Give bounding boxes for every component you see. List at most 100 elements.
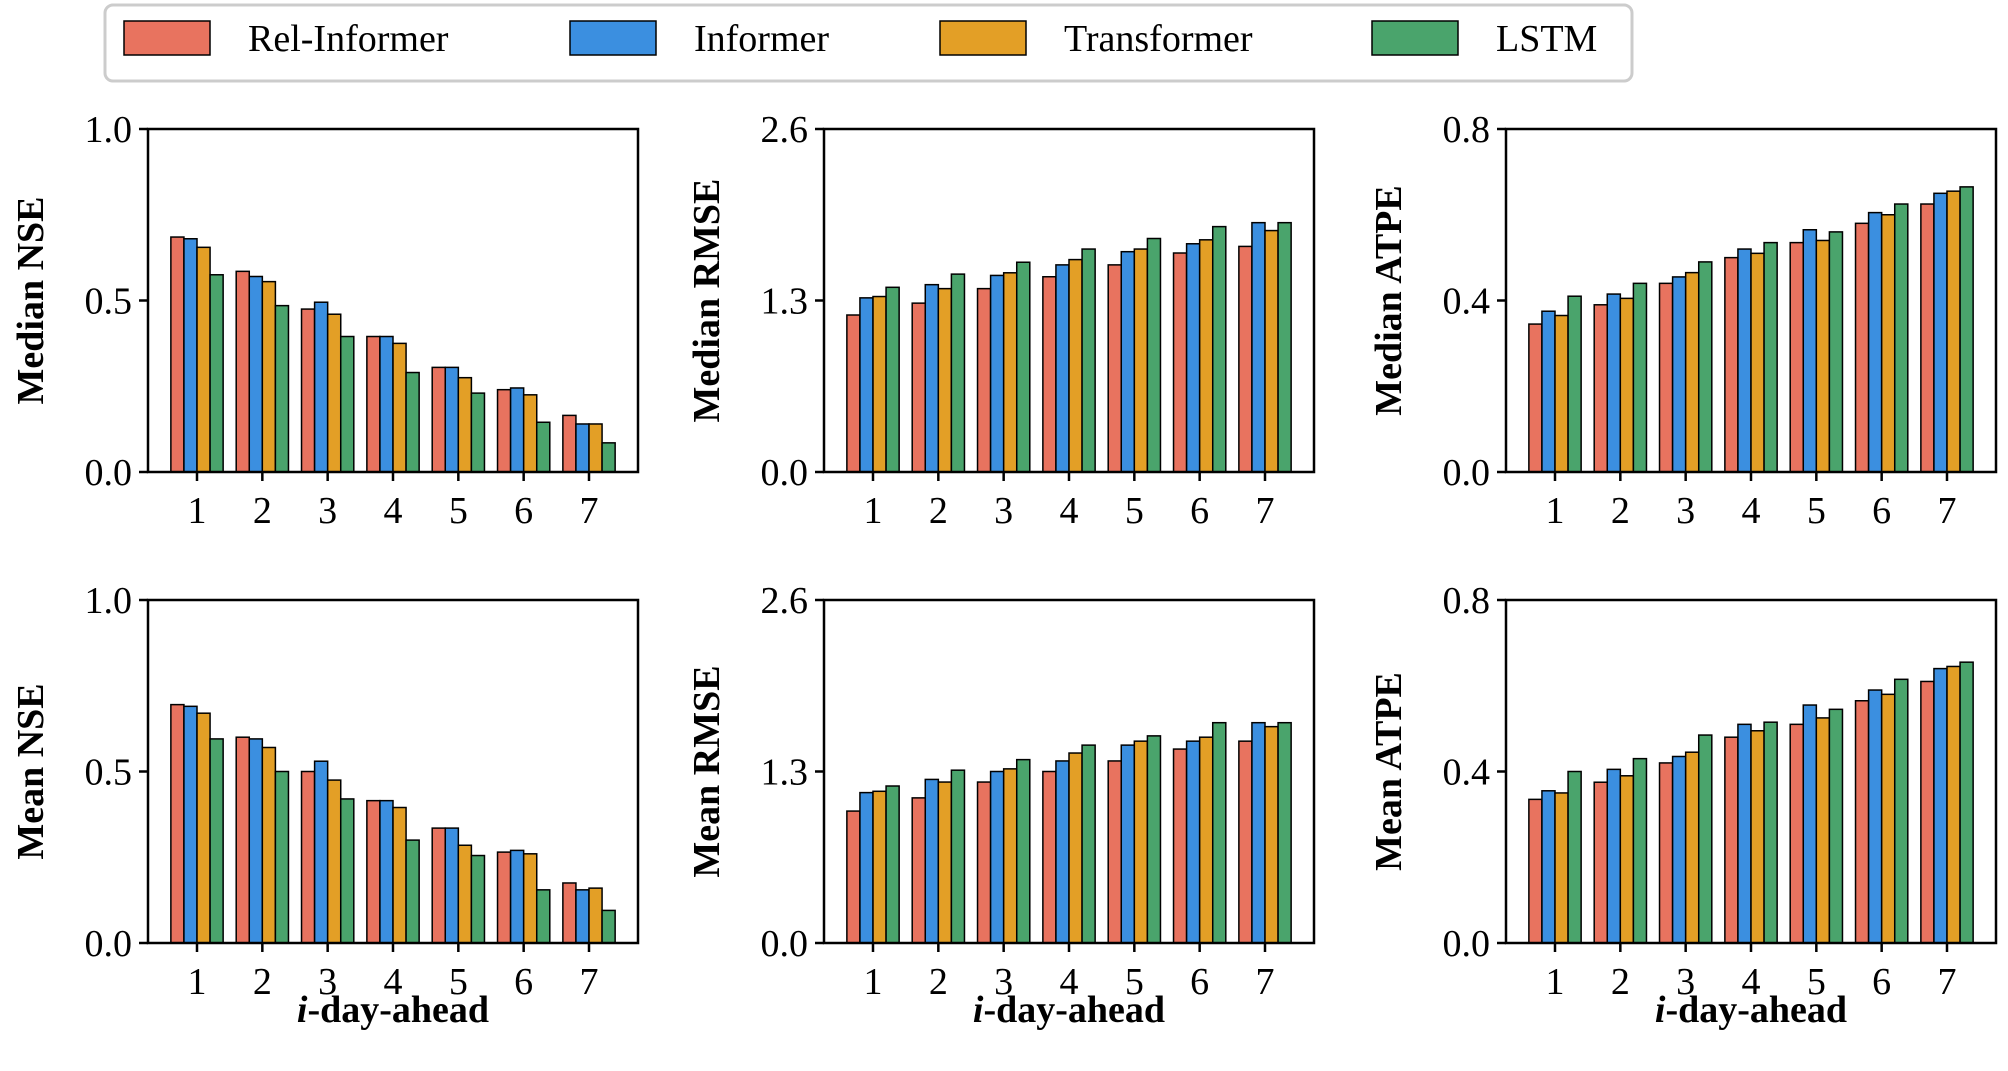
bar-rel-informer-4 [1042,770,1057,944]
bar-informer-2 [248,738,264,944]
x-tick-label: 1 [188,490,207,532]
bar-rel-informer-7 [562,414,577,473]
y-tick-label: 0.0 [85,923,133,965]
bar-rel-informer-4 [366,335,381,473]
bar-lstm-1 [885,785,900,944]
bar-rel-informer-2 [235,270,251,473]
y-tick-label: 0.0 [1443,923,1491,965]
bar-informer-6 [1867,211,1883,473]
bar-rel-informer-5 [1789,241,1805,473]
bar-informer-2 [1606,768,1622,944]
bar-transformer-4 [392,806,407,944]
x-tick-label: 5 [449,961,468,1003]
bar-lstm-7 [601,909,616,944]
legend-label-3: Transformer [1064,18,1253,60]
x-tick-label: 6 [1872,961,1891,1003]
x-tick-label: 4 [1060,490,1079,532]
bar-transformer-7 [1264,725,1279,944]
bar-transformer-1 [196,712,211,944]
bar-lstm-1 [1567,295,1582,473]
bar-transformer-1 [1554,792,1569,944]
bar-informer-6 [1185,243,1201,473]
legend: Rel-Informer Informer Transformer LSTM [103,3,1634,83]
bar-informer-3 [1671,276,1687,473]
y-tick-label: 0.5 [85,281,133,323]
bar-informer-1 [1541,790,1556,944]
y-tick-label: 1.0 [85,580,133,622]
bar-transformer-7 [1264,229,1279,473]
x-tick-label: 7 [580,490,599,532]
x-axis-label-italic: i [973,989,984,1031]
x-axis-label-rest: -day-ahead [983,989,1165,1031]
bar-informer-2 [248,275,264,473]
bar-transformer-6 [1198,239,1214,473]
bar-rel-informer-1 [1528,798,1543,944]
x-tick-label: 2 [1611,961,1630,1003]
x-tick-label: 3 [318,961,337,1003]
bar-lstm-6 [1893,203,1909,473]
bar-transformer-4 [1750,252,1765,473]
x-axis-label-rest: -day-ahead [1665,989,1847,1031]
x-tick-label: 7 [580,961,599,1003]
bar-informer-5 [444,827,460,944]
subplot-1: 0.0 0.5 1.0 1 2 3 4 5 6 7 Median NSE [10,109,640,532]
bar-transformer-2 [261,280,277,473]
bar-informer-6 [1185,740,1201,944]
subplot-6: 0.0 0.4 0.8 1 2 3 4 5 6 7 Mean ATPE i-day-ahead [1368,580,1998,1031]
bar-lstm-4 [1763,721,1778,944]
y-tick-label: 0.0 [1443,452,1491,494]
bar-rel-informer-6 [1172,252,1188,473]
bar-transformer-2 [1619,775,1635,944]
bar-informer-7 [1933,667,1948,944]
x-tick-label: 5 [1807,961,1826,1003]
bar-rel-informer-5 [431,827,447,944]
bar-lstm-5 [470,854,486,944]
bar-rel-informer-3 [976,287,992,473]
bar-lstm-5 [1828,708,1844,944]
bar-informer-4 [379,799,394,944]
bar-informer-1 [1541,310,1556,473]
bar-informer-7 [1251,221,1266,473]
y-axis-label: Median RMSE [686,179,728,423]
bar-lstm-6 [1211,225,1227,473]
x-axis-label: i-day-ahead [297,989,489,1031]
y-tick-label: 0.8 [1443,580,1491,622]
x-tick-label: 6 [1872,490,1891,532]
bar-rel-informer-7 [562,882,577,944]
bar-informer-1 [183,705,198,944]
bar-rel-informer-2 [1593,304,1609,473]
bar-lstm-2 [274,304,290,473]
bar-informer-7 [1933,192,1948,473]
bar-informer-2 [924,283,940,473]
x-tick-label: 4 [384,490,403,532]
bar-informer-3 [989,770,1005,944]
bar-rel-informer-6 [496,388,512,473]
x-tick-label: 5 [1125,490,1144,532]
x-tick-label: 6 [1190,490,1209,532]
bar-lstm-7 [601,442,616,473]
y-axis-label: Median NSE [10,197,52,405]
y-tick-label: 1.0 [85,109,133,151]
bar-informer-7 [575,423,590,473]
x-tick-label: 6 [1190,961,1209,1003]
bar-rel-informer-5 [1107,760,1123,944]
bar-lstm-4 [405,839,420,944]
subplot-3: 0.0 0.4 0.8 1 2 3 4 5 6 7 Median ATPE [1368,109,1998,532]
bar-transformer-1 [872,295,887,473]
bar-lstm-3 [339,798,355,944]
bar-transformer-6 [1880,693,1896,944]
bar-transformer-7 [588,423,603,473]
x-tick-label: 5 [1125,961,1144,1003]
bar-transformer-3 [1684,751,1700,944]
bar-transformer-4 [1750,730,1765,944]
bar-lstm-2 [950,769,966,944]
bar-lstm-4 [1763,241,1778,473]
bar-lstm-4 [405,371,420,473]
bar-transformer-4 [1068,752,1083,944]
bar-rel-informer-4 [366,799,381,944]
x-tick-label: 7 [1256,961,1275,1003]
bar-lstm-7 [1959,661,1974,944]
bar-lstm-5 [1146,237,1162,473]
x-tick-label: 4 [1060,961,1079,1003]
bar-informer-4 [1737,248,1752,473]
